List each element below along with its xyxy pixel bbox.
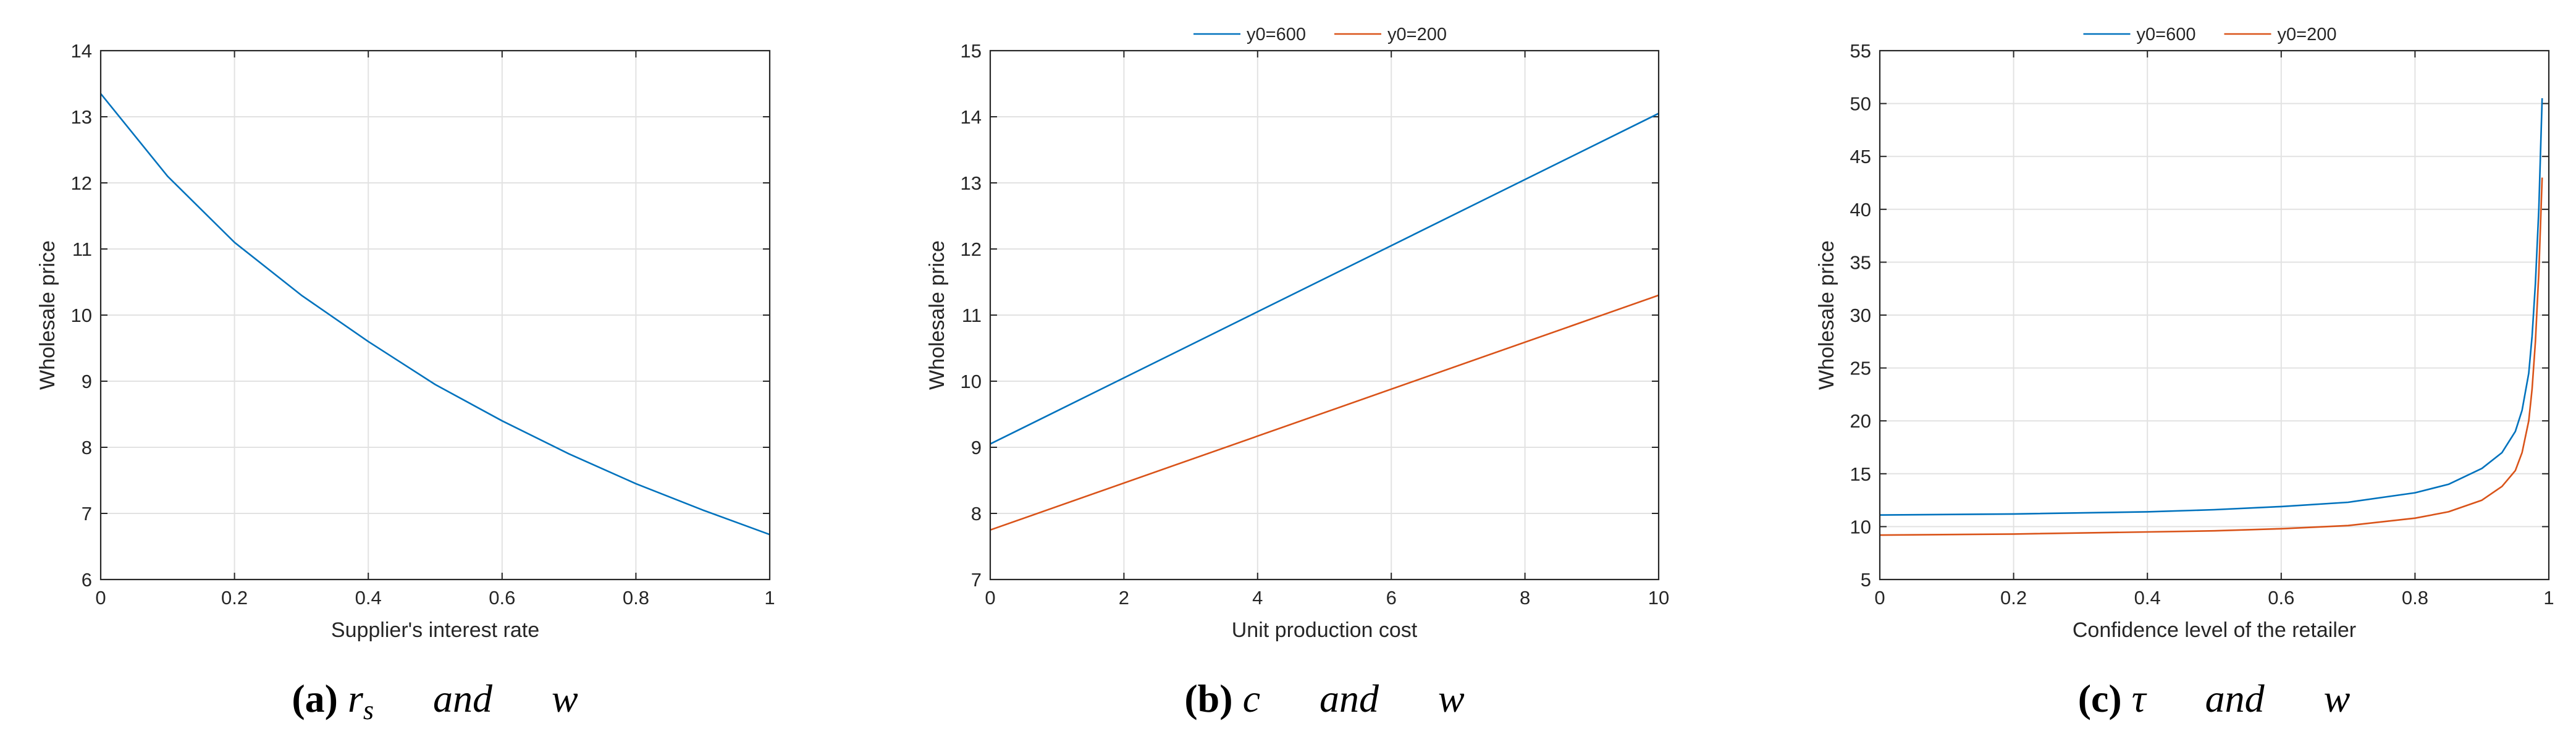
y-tick-label: 8 — [82, 437, 92, 458]
x-tick-label: 2 — [1119, 587, 1129, 609]
y-tick-label: 20 — [1850, 410, 1871, 432]
y-tick-label: 11 — [962, 305, 982, 326]
x-tick-label: 0.8 — [623, 587, 649, 609]
y-tick-label: 7 — [82, 503, 92, 525]
x-tick-label: 0.6 — [2268, 587, 2294, 609]
x-tick-label: 0.8 — [2402, 587, 2428, 609]
y-tick-label: 12 — [961, 238, 982, 260]
panel-caption: (b) c and w — [1184, 677, 1465, 720]
y-tick-label: 25 — [1850, 358, 1871, 379]
panel-caption: (c) τ and w — [2078, 677, 2351, 720]
y-tick-label: 14 — [961, 106, 982, 128]
y-axis-label: Wholesale price — [36, 240, 59, 390]
y-tick-label: 14 — [71, 40, 92, 62]
x-tick-label: 4 — [1252, 587, 1263, 609]
x-tick-label: 6 — [1386, 587, 1397, 609]
plot-frame — [99, 49, 771, 581]
x-tick-label: 1 — [2543, 587, 2554, 609]
y-tick-label: 13 — [71, 106, 92, 128]
x-tick-label: 0.4 — [355, 587, 382, 609]
legend-label-2: y0=200 — [1387, 25, 1447, 44]
y-tick-label: 15 — [1850, 463, 1871, 485]
legend-label-1: y0=600 — [1247, 25, 1306, 44]
y-tick-label: 7 — [971, 569, 982, 591]
y-tick-label: 8 — [971, 503, 982, 525]
y-tick-label: 11 — [72, 238, 92, 260]
legend-label-1: y0=600 — [2137, 25, 2196, 44]
y-tick-label: 40 — [1850, 199, 1871, 221]
x-tick-label: 0.2 — [221, 587, 248, 609]
x-axis-label: Unit production cost — [1232, 618, 1418, 642]
x-axis-label: Confidence level of the retailer — [2073, 618, 2356, 642]
x-tick-label: 0 — [1874, 587, 1885, 609]
y-tick-label: 10 — [71, 305, 92, 326]
x-tick-label: 0 — [95, 587, 106, 609]
x-tick-label: 0 — [985, 587, 995, 609]
y-axis-label: Wholesale price — [925, 240, 949, 390]
y-tick-label: 35 — [1850, 251, 1871, 273]
y-tick-label: 10 — [961, 371, 982, 392]
y-tick-label: 15 — [961, 40, 982, 62]
y-tick-label: 5 — [1861, 569, 1871, 591]
chart-panel-c: 0 0.2 0.4 0.6 0.8 1510152025303540455055Confi… — [1815, 25, 2554, 720]
x-tick-label: 0.6 — [489, 587, 515, 609]
series-line-2 — [990, 294, 1659, 531]
x-tick-label: 0.2 — [2000, 587, 2027, 609]
x-tick-label: 0.4 — [2134, 587, 2161, 609]
y-tick-label: 55 — [1850, 40, 1871, 62]
legend-label-2: y0=200 — [2278, 25, 2337, 44]
y-tick-label: 10 — [1850, 516, 1871, 538]
x-axis-label: Supplier's interest rate — [331, 618, 539, 642]
y-tick-label: 30 — [1850, 305, 1871, 326]
series-line-1 — [1879, 98, 2543, 516]
chart-panel-b: 0 2 4 6 8 10 7 8 9 10 11 12 13 14 15 Unit production co… — [925, 25, 1669, 720]
y-tick-label: 13 — [961, 172, 982, 194]
y-tick-label: 9 — [971, 437, 982, 458]
y-tick-label: 6 — [82, 569, 92, 591]
series-line-1 — [99, 93, 770, 536]
y-tick-label: 9 — [82, 371, 92, 392]
chart-panel-a: 0 0.2 0.4 0.6 0.8 1 6 7 8 9 10 11 12 13 14 Supplier's i… — [36, 40, 775, 725]
panel-caption: (a) rs and w — [292, 677, 578, 725]
y-axis-label: Wholesale price — [1815, 240, 1838, 390]
plot-frame — [1879, 49, 2550, 581]
plot-frame — [989, 49, 1660, 581]
y-tick-label: 45 — [1850, 146, 1871, 167]
x-tick-label: 1 — [764, 587, 775, 609]
series-line-2 — [1879, 177, 2543, 536]
x-tick-label: 8 — [1520, 587, 1530, 609]
y-tick-label: 50 — [1850, 93, 1871, 115]
y-tick-label: 12 — [71, 172, 92, 194]
series-line-1 — [990, 112, 1659, 445]
x-tick-label: 10 — [1648, 587, 1669, 609]
